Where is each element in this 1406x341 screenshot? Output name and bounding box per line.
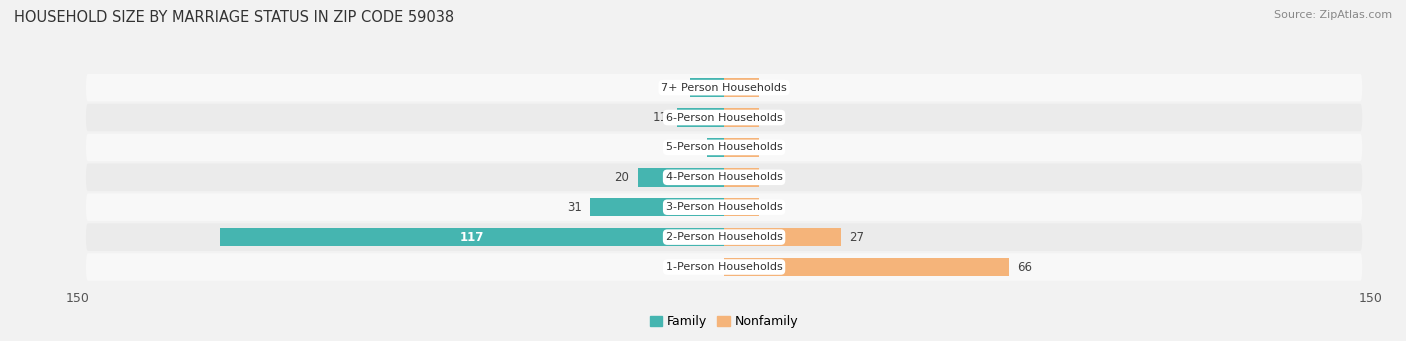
Text: 5-Person Households: 5-Person Households [665, 143, 783, 152]
Bar [638, 168, 724, 187]
FancyBboxPatch shape [86, 134, 1362, 161]
Bar [591, 198, 724, 217]
Text: 2-Person Households: 2-Person Households [665, 232, 783, 242]
FancyBboxPatch shape [86, 74, 1362, 101]
Text: 31: 31 [567, 201, 582, 214]
Text: 8: 8 [673, 81, 681, 94]
Bar [724, 138, 759, 157]
FancyBboxPatch shape [86, 104, 1362, 131]
FancyBboxPatch shape [86, 164, 1362, 191]
Legend: Family, Nonfamily: Family, Nonfamily [650, 315, 799, 328]
Bar [724, 228, 841, 247]
Text: 66: 66 [1018, 261, 1032, 273]
Text: 0: 0 [768, 81, 775, 94]
Text: 3-Person Households: 3-Person Households [665, 202, 783, 212]
Text: 6-Person Households: 6-Person Households [665, 113, 783, 122]
Text: 0: 0 [768, 141, 775, 154]
Text: Source: ZipAtlas.com: Source: ZipAtlas.com [1274, 10, 1392, 20]
FancyBboxPatch shape [86, 223, 1362, 251]
Bar [724, 198, 759, 217]
Bar [219, 228, 724, 247]
FancyBboxPatch shape [86, 253, 1362, 281]
Text: 0: 0 [768, 171, 775, 184]
Text: 11: 11 [652, 111, 668, 124]
Bar [724, 78, 759, 97]
Text: HOUSEHOLD SIZE BY MARRIAGE STATUS IN ZIP CODE 59038: HOUSEHOLD SIZE BY MARRIAGE STATUS IN ZIP… [14, 10, 454, 25]
Bar [689, 78, 724, 97]
Text: 7+ Person Households: 7+ Person Households [661, 83, 787, 93]
Bar [724, 258, 1008, 276]
Bar [676, 108, 724, 127]
Bar [724, 108, 759, 127]
Text: 117: 117 [460, 231, 484, 243]
Text: 20: 20 [614, 171, 630, 184]
Bar [724, 168, 759, 187]
Text: 4: 4 [690, 141, 699, 154]
Text: 0: 0 [768, 111, 775, 124]
Text: 27: 27 [849, 231, 865, 243]
Text: 0: 0 [768, 201, 775, 214]
Bar [707, 138, 724, 157]
FancyBboxPatch shape [86, 193, 1362, 221]
Text: 1-Person Households: 1-Person Households [665, 262, 783, 272]
Text: 4-Person Households: 4-Person Households [665, 172, 783, 182]
